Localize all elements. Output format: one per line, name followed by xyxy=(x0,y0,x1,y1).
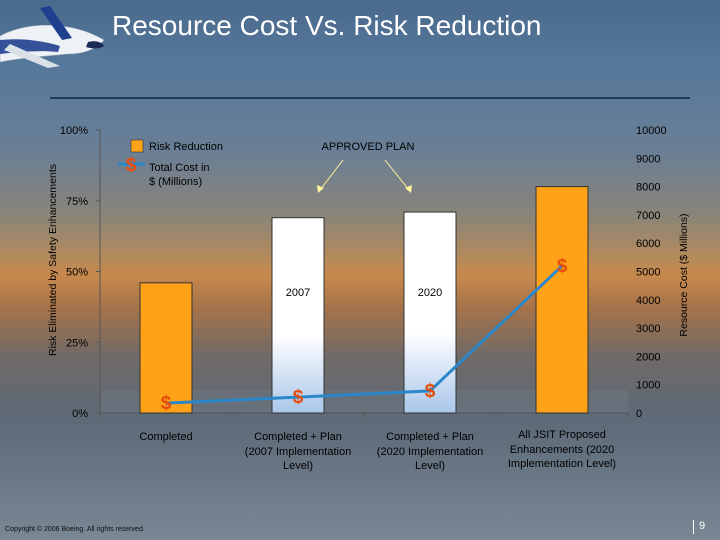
annotation-text: APPROVED PLAN xyxy=(322,141,415,153)
cost-point-marker: $ xyxy=(293,387,304,408)
y2-axis-title: Resource Cost ($ Millions) xyxy=(678,213,690,336)
right-tick-label: 0 xyxy=(636,408,642,420)
left-tick-label: 0% xyxy=(72,408,88,420)
plot-floor xyxy=(100,390,628,413)
right-tick-label: 5000 xyxy=(636,267,660,279)
slide-title: Resource Cost Vs. Risk Reduction xyxy=(112,10,542,41)
category-label: Completed xyxy=(139,431,193,443)
legend-label-cost: Total Cost in xyxy=(149,162,210,174)
bar-label: 2007 xyxy=(286,287,310,299)
cost-line xyxy=(165,264,564,405)
right-tick-label: 4000 xyxy=(636,295,660,307)
right-tick-label: 3000 xyxy=(636,323,660,335)
y-axis-title: Risk Eliminated by Safety Enhancements xyxy=(47,164,59,356)
cost-point-marker: $ xyxy=(557,256,568,277)
annotation-arrow xyxy=(319,159,344,191)
legend-swatch-risk xyxy=(130,139,144,153)
risk-bar xyxy=(535,186,589,414)
legend-label-cost-line2: $ (Millions) xyxy=(149,176,202,188)
right-tick-label: 7000 xyxy=(636,210,660,222)
left-tick-label: 25% xyxy=(66,337,88,349)
risk-bar xyxy=(403,211,457,414)
risk-bar xyxy=(271,217,325,414)
copyright-text: Copyright © 2006 Boeing. All rights rese… xyxy=(5,526,145,533)
cost-point-marker: $ xyxy=(425,381,436,402)
category-label: Completed + Plan (2007 Implementation Le… xyxy=(244,431,352,472)
annotation-arrowhead xyxy=(405,185,412,193)
annotation-arrowhead xyxy=(317,185,324,193)
category-label: All JSIT Proposed Enhancements (2020 Imp… xyxy=(507,429,617,470)
left-tick-label: 100% xyxy=(60,125,88,137)
airplane-logo xyxy=(0,6,105,68)
bar-label: 2020 xyxy=(418,287,442,299)
left-tick-label: 75% xyxy=(66,196,88,208)
right-tick-label: 9000 xyxy=(636,153,660,165)
right-tick-label: 10000 xyxy=(636,125,667,137)
cost-point-marker: $ xyxy=(161,393,172,414)
annotation-arrow xyxy=(384,159,410,191)
legend-label-risk: Risk Reduction xyxy=(149,141,223,153)
risk-bar xyxy=(139,282,193,414)
title-underline xyxy=(50,97,690,99)
right-tick-label: 8000 xyxy=(636,182,660,194)
right-tick-label: 6000 xyxy=(636,238,660,250)
page-number-divider xyxy=(693,520,694,534)
page-number: 9 xyxy=(699,520,706,532)
category-label: Completed + Plan (2020 Implementation Le… xyxy=(376,431,484,472)
left-tick-label: 50% xyxy=(66,267,88,279)
right-tick-label: 1000 xyxy=(636,380,660,392)
legend-swatch-cost-marker: $ xyxy=(126,155,137,176)
right-tick-label: 2000 xyxy=(636,351,660,363)
